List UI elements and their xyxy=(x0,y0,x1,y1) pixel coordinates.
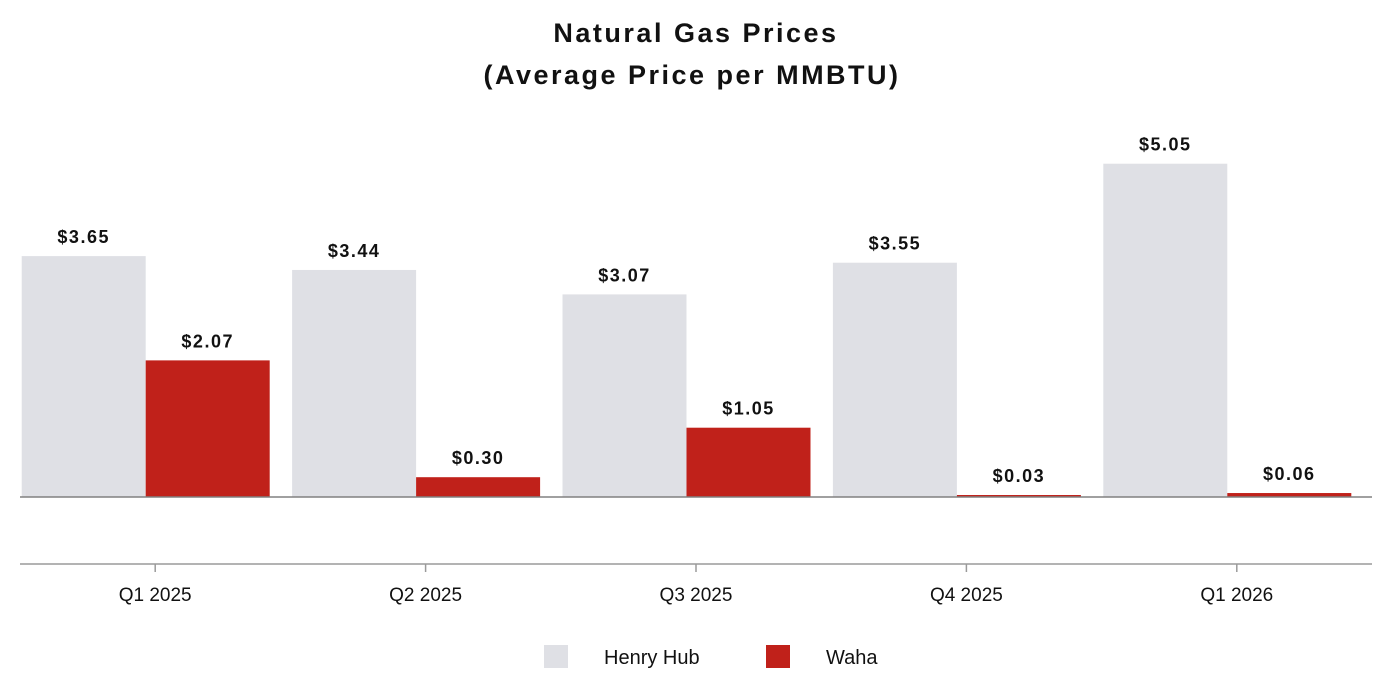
bar-waha-q1-2025 xyxy=(145,360,270,497)
legend-label-waha: Waha xyxy=(826,647,878,669)
data-label: $1.05 xyxy=(722,399,775,419)
bar-henry-hub-q3-2025 xyxy=(562,294,687,497)
data-label: $0.30 xyxy=(452,448,505,468)
x-tick-label: Q3 2025 xyxy=(660,585,733,606)
legend-swatch-waha xyxy=(766,645,790,668)
bar-henry-hub-q1-2025 xyxy=(21,256,146,497)
legend-label-henry-hub: Henry Hub xyxy=(604,647,700,669)
x-tick-label: Q1 2026 xyxy=(1200,585,1273,606)
x-tick-label: Q4 2025 xyxy=(930,585,1003,606)
x-tick-label: Q1 2025 xyxy=(119,585,192,606)
bar-henry-hub-q2-2025 xyxy=(292,269,417,497)
chart-subtitle: (Average Price per MMBTU) xyxy=(483,60,900,90)
data-label: $3.44 xyxy=(328,241,381,261)
legend-swatch-henry-hub xyxy=(544,645,568,668)
bars-group: $3.65 $2.07 $3.44 $0.30 $3.07 $1.05 $3.55 $0.03… xyxy=(21,135,1352,497)
data-label: $3.65 xyxy=(57,227,110,247)
bar-henry-hub-q1-2026 xyxy=(1103,163,1228,497)
bar-henry-hub-q4-2025 xyxy=(832,262,957,497)
bar-waha-q2-2025 xyxy=(416,477,541,497)
data-label: $0.06 xyxy=(1263,464,1316,484)
legend: Henry Hub Waha xyxy=(544,645,878,669)
bar-waha-q1-2026 xyxy=(1227,493,1352,497)
x-ticks-group: Q1 2025 Q2 2025 Q3 2025 Q4 2025 Q1 2026 xyxy=(119,564,1273,606)
data-label: $5.05 xyxy=(1139,135,1192,155)
data-label: $2.07 xyxy=(181,331,234,351)
chart-title: Natural Gas Prices xyxy=(553,18,838,48)
bar-waha-q3-2025 xyxy=(686,427,811,497)
x-tick-label: Q2 2025 xyxy=(389,585,462,606)
data-label: $3.07 xyxy=(598,265,651,285)
data-label: $3.55 xyxy=(869,234,922,254)
data-label: $0.03 xyxy=(993,466,1046,486)
bar-waha-q4-2025 xyxy=(956,495,1081,497)
